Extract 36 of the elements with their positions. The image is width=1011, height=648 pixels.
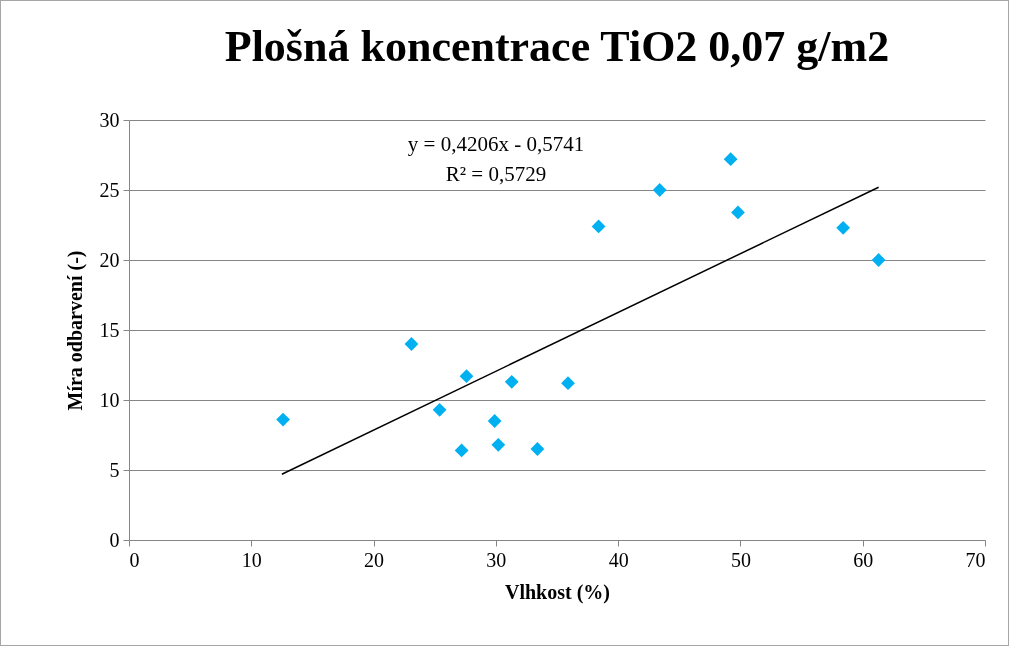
- chart-title: Plošná koncentrace TiO2 0,07 g/m2: [224, 22, 890, 71]
- y-tick-label: 25: [99, 178, 120, 201]
- x-tick-label: 20: [364, 548, 385, 571]
- x-tick-label: 0: [129, 548, 140, 571]
- y-tick-label: 0: [109, 528, 120, 551]
- x-tick-label: 70: [965, 548, 986, 571]
- y-tick-label: 15: [99, 318, 120, 341]
- y-axis-title: Míra odbarvení (-): [63, 250, 87, 411]
- annotation: R² = 0,5729: [445, 162, 547, 186]
- point: [487, 414, 502, 428]
- point: [591, 219, 606, 234]
- x-tick-label: 60: [853, 548, 874, 571]
- x-tick-label: 50: [730, 548, 751, 571]
- point: [561, 376, 575, 391]
- x-tick-label: 10: [241, 548, 262, 571]
- point: [454, 443, 469, 458]
- point: [504, 374, 519, 389]
- x-axis-title: Vlhkost (%): [504, 580, 611, 604]
- point: [276, 412, 290, 427]
- x-tick-label: 30: [486, 548, 507, 571]
- point: [871, 253, 886, 267]
- annotation: y = 0,4206x - 0,5741: [407, 132, 585, 156]
- y-tick-label: 10: [99, 388, 120, 411]
- point: [404, 337, 419, 351]
- y-tick-label: 5: [109, 458, 120, 481]
- point: [652, 183, 667, 197]
- x-tick-label: 40: [608, 548, 629, 571]
- point: [731, 205, 745, 220]
- point: [530, 442, 545, 456]
- y-tick-label: 30: [99, 108, 120, 131]
- point: [432, 402, 447, 417]
- point: [459, 369, 474, 384]
- point: [723, 152, 738, 167]
- point: [836, 220, 851, 235]
- point: [491, 437, 506, 452]
- y-tick-label: 20: [99, 248, 120, 271]
